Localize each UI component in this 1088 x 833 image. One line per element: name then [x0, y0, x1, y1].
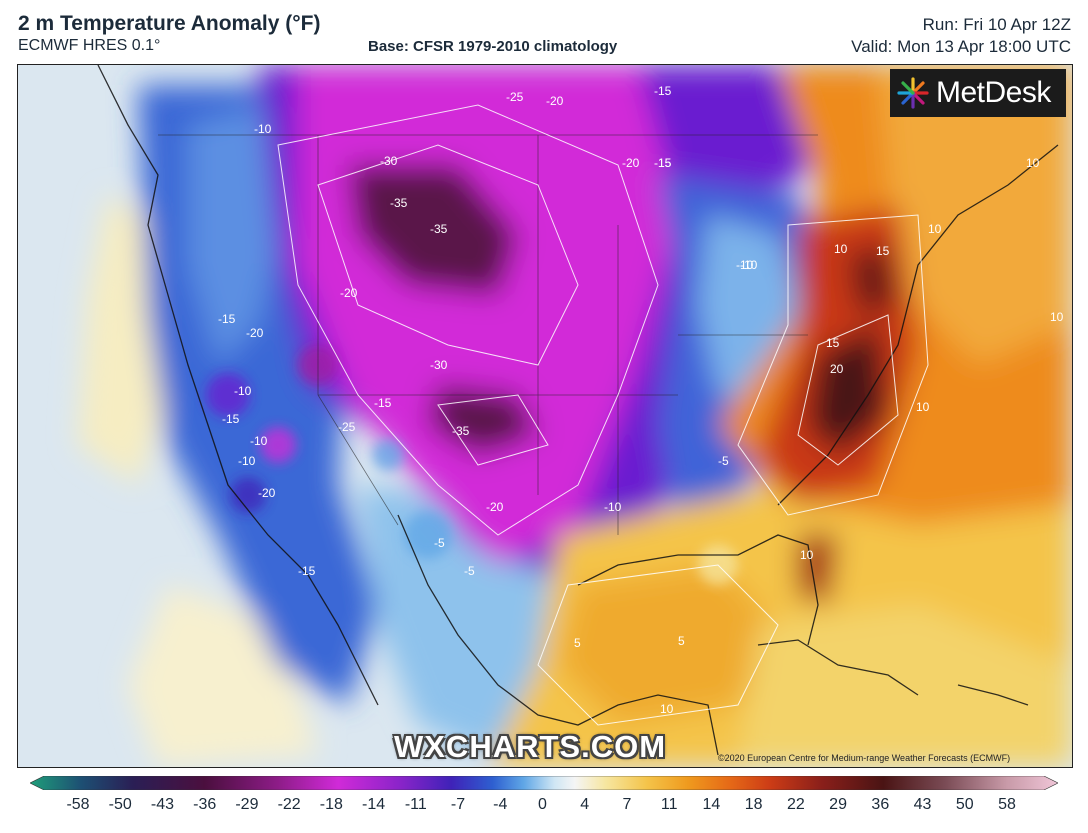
contour-label: -35 — [390, 196, 408, 210]
contour-label: -10 — [740, 258, 758, 272]
colorbar-tick-label: 18 — [744, 796, 763, 813]
contour-label: -20 — [486, 500, 504, 514]
colorbar-tick-label: 29 — [829, 796, 847, 813]
contour-label: 10 — [1050, 310, 1064, 324]
chart-title: 2 m Temperature Anomaly (°F) — [18, 12, 321, 35]
contour-label: -5 — [464, 564, 475, 578]
valid-time-label: Valid: Mon 13 Apr 18:00 UTC — [851, 37, 1071, 56]
colorbar-tick-label: 11 — [660, 796, 678, 813]
colorbar-tick-label: 0 — [538, 796, 547, 813]
contour-label: -35 — [430, 222, 448, 236]
contour-label: -10 — [736, 258, 754, 272]
contour-label: -10 — [238, 454, 256, 468]
colorbar-tick-label: -4 — [493, 796, 508, 813]
contour-label: -15 — [222, 412, 240, 426]
colorbar-tick-label: -43 — [150, 796, 175, 813]
contour-label: -25 — [338, 420, 356, 434]
contour-label: 10 — [834, 242, 848, 256]
contour-label: -10 — [254, 122, 272, 136]
ecmwf-copyright: ©2020 European Centre for Medium-range W… — [718, 753, 1011, 763]
contour-label: 10 — [800, 548, 814, 562]
colorbar-tick-label: -22 — [277, 796, 301, 813]
colorbar-tick-label: 58 — [998, 796, 1016, 813]
contour-label: 5 — [574, 636, 581, 650]
contour-label: -30 — [430, 358, 448, 372]
contour-label: -15 — [218, 312, 236, 326]
contour-label: -15 — [298, 564, 316, 578]
colorbar-tick-label: 50 — [955, 796, 974, 813]
contour-label: 20 — [830, 362, 844, 376]
contour-label: 5 — [678, 634, 685, 648]
anomaly-map: -25 -20 -15 -10 -30 -35 -35 -20 -15 -15 … — [17, 64, 1073, 768]
colorbar-tick-label: -7 — [450, 796, 466, 813]
contour-label: -15 — [374, 396, 392, 410]
run-time-label: Run: Fri 10 Apr 12Z — [922, 15, 1071, 34]
contour-label: 15 — [876, 244, 890, 258]
colorbar-tick-label: -11 — [404, 796, 427, 813]
climatology-base-label: Base: CFSR 1979-2010 climatology — [368, 38, 618, 55]
contour-label: -20 — [246, 326, 264, 340]
colorbar-tick-label: -14 — [362, 796, 386, 813]
contour-label: 10 — [660, 702, 674, 716]
colorbar-tick-label: -50 — [108, 796, 132, 813]
metdesk-star-icon — [897, 77, 929, 109]
contour-label: -15 — [654, 156, 672, 170]
colorbar-ticks: -58 -50 -43 -36 -29 -22 -18 -14 -11 -7 -4 0 4 7 11 14 18… — [0, 796, 1088, 820]
contour-label: -10 — [234, 384, 252, 398]
contour-label: -10 — [250, 434, 268, 448]
metdesk-logo: MetDesk — [890, 69, 1066, 117]
contour-label: 10 — [1026, 156, 1040, 170]
model-label: ECMWF HRES 0.1° — [18, 37, 161, 54]
contour-label: -20 — [340, 286, 358, 300]
colorbar-tick-label: -58 — [66, 796, 90, 813]
contour-label: 15 — [826, 336, 840, 350]
contour-label: -15 — [654, 156, 672, 170]
contour-label: -10 — [604, 500, 622, 514]
colorbar-tick-label: 43 — [913, 796, 932, 813]
metdesk-logo-text: MetDesk — [936, 76, 1051, 109]
colorbar-tick-label: -29 — [235, 796, 259, 813]
colorbar — [30, 776, 1058, 790]
colorbar-tick-label: 4 — [580, 796, 590, 813]
colorbar-tick-label: -18 — [319, 796, 343, 813]
contour-label: -20 — [622, 156, 640, 170]
contour-label: -20 — [258, 486, 276, 500]
contour-label: -15 — [654, 84, 672, 98]
anomaly-field: -25 -20 -15 -10 -30 -35 -35 -20 -15 -15 … — [18, 65, 1072, 767]
contour-label: -20 — [546, 94, 564, 108]
contour-label: -5 — [718, 454, 729, 468]
contour-label: 10 — [928, 222, 942, 236]
contour-label: -5 — [434, 536, 445, 550]
contour-label: -30 — [380, 154, 398, 168]
contour-label: -35 — [452, 424, 470, 438]
contour-label: 10 — [916, 400, 930, 414]
colorbar-tick-label: -36 — [193, 796, 217, 813]
colorbar-tick-label: 7 — [622, 796, 632, 813]
wxcharts-watermark: WXCHARTS.COM — [394, 729, 667, 764]
contour-label: -25 — [506, 90, 524, 104]
colorbar-tick-label: 36 — [871, 796, 890, 813]
colorbar-tick-label: 14 — [702, 796, 721, 813]
colorbar-tick-label: 22 — [786, 796, 805, 813]
